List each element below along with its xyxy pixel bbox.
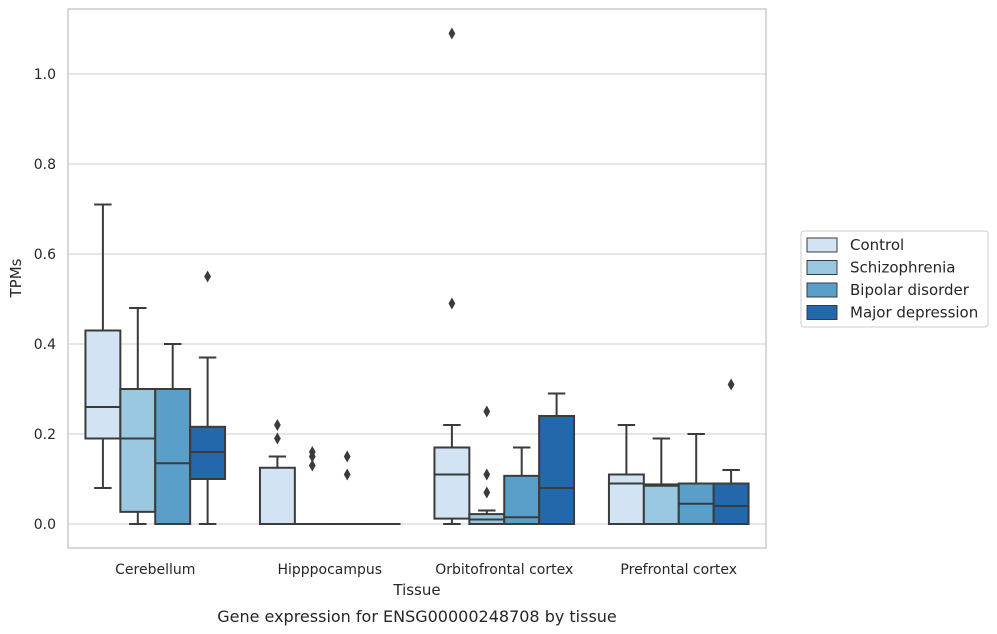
box-group <box>154 343 192 525</box>
box-group <box>503 446 541 526</box>
y-axis-label: TPMs <box>7 258 25 298</box>
box-group <box>642 437 680 525</box>
x-tick-label: Cerebellum <box>115 562 195 578</box>
outlier-point <box>727 378 735 391</box>
y-tick-label: 0.0 <box>34 517 56 533</box>
outlier-point <box>274 419 281 431</box>
outlier-point <box>308 459 316 472</box>
box-series <box>84 27 750 526</box>
x-axis-ticks: Cerebellum Hipppocampus Orbitofrontal cort… <box>115 562 737 578</box>
box-group <box>119 307 157 525</box>
box-group <box>84 203 122 489</box>
y-tick-label: 0.2 <box>34 427 56 443</box>
box-group <box>538 392 576 525</box>
outlier-point <box>483 468 491 481</box>
outlier-point <box>483 405 491 418</box>
box <box>433 446 471 520</box>
box <box>712 482 750 525</box>
y-tick-label: 0.6 <box>34 247 56 263</box>
y-tick-label: 1.0 <box>34 67 56 83</box>
plot-area-frame <box>67 8 767 549</box>
x-tick-label: Hipppocampus <box>277 562 382 578</box>
outlier-point <box>274 432 281 445</box>
outlier-point <box>343 468 351 481</box>
box <box>642 483 680 525</box>
box <box>258 466 296 525</box>
outlier-point <box>448 297 456 310</box>
box <box>503 474 541 526</box>
legend-label: Schizophrenia <box>850 259 955 277</box>
outlier-point <box>343 450 351 463</box>
chart-caption: Gene expression for ENSG00000248708 by t… <box>217 607 617 626</box>
outlier-point <box>308 450 316 463</box>
legend-swatch <box>806 305 838 320</box>
legend-label: Major depression <box>850 304 978 322</box>
legend-frame <box>800 230 989 328</box>
box-group <box>258 419 296 525</box>
box-group <box>293 446 331 526</box>
box-group <box>189 270 227 525</box>
box-group <box>677 433 715 525</box>
y-tick-label: 0.8 <box>34 157 56 173</box>
legend-swatch <box>806 260 838 275</box>
y-tick-label: 0.4 <box>34 337 56 353</box>
box <box>84 329 122 440</box>
legend-label: Control <box>850 236 904 254</box>
box <box>119 388 157 513</box>
legend-swatch <box>806 282 838 298</box>
y-axis-ticks: 0.0 0.2 0.4 0.6 0.8 1.0 <box>34 67 56 533</box>
x-tick-label: Orbitofrontal cortex <box>435 562 573 578</box>
legend: Control Schizophrenia Bipolar disorder Majo… <box>800 230 989 328</box>
box <box>538 415 576 525</box>
box-group <box>328 450 366 526</box>
x-tick-label: Prefrontal cortex <box>620 562 737 578</box>
box <box>154 388 192 525</box>
outlier-point <box>204 270 211 283</box>
outlier-point <box>448 27 456 40</box>
x-axis-label: Tissue <box>392 581 440 599</box>
box-group <box>607 424 645 525</box>
legend-label: Bipolar disorder <box>850 281 970 299</box>
box-group <box>712 378 750 525</box>
outlier-point <box>483 486 491 499</box>
box <box>607 473 645 525</box>
box-group <box>468 405 506 525</box>
box-group <box>433 27 471 525</box>
legend-swatch <box>806 237 838 253</box>
